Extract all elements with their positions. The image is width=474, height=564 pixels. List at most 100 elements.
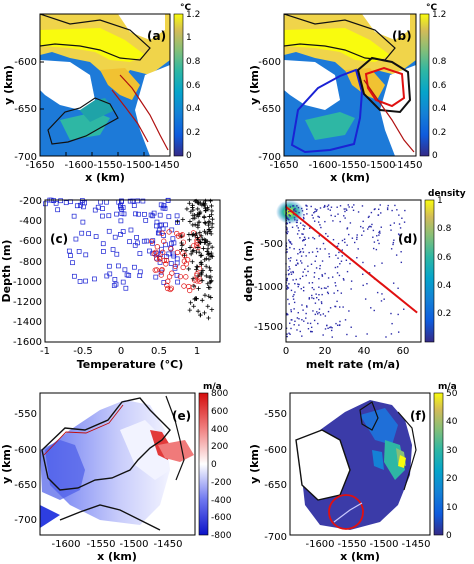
panel-d-point xyxy=(321,260,324,262)
panel-d-point xyxy=(395,254,398,256)
panel-c-point-circle xyxy=(154,244,160,250)
panel-d-point xyxy=(397,313,399,316)
panel-d-point xyxy=(289,260,291,262)
panel-c-point-square xyxy=(150,213,156,219)
panel-d-point xyxy=(383,298,385,300)
panel-c-point-square xyxy=(155,230,161,236)
panel-c-point-square xyxy=(174,272,180,278)
panel-d-point xyxy=(317,221,320,223)
panel-c-point-circle xyxy=(148,238,155,245)
panel-c-point-circle xyxy=(159,230,165,236)
panel-a-colorbar-unit: °C xyxy=(180,3,192,13)
panel-d-point xyxy=(399,227,402,229)
panel-d-point xyxy=(296,205,298,207)
panel-d-point xyxy=(380,300,383,302)
panel-d-point xyxy=(286,288,288,290)
panel-d-point xyxy=(381,293,383,295)
panel-c-point-plus xyxy=(203,206,208,211)
panel-d-point xyxy=(293,248,295,250)
panel-c-point-plus xyxy=(195,245,201,250)
panel-d-point xyxy=(343,238,346,240)
panel-c-point-square xyxy=(77,279,83,284)
panel-d-point xyxy=(312,297,315,300)
panel-d-point xyxy=(290,289,293,292)
panel-f-cbtick: 20 xyxy=(446,474,458,484)
panel-d-point xyxy=(320,302,323,305)
panel-c-point-square xyxy=(86,231,91,237)
panel-c-point-plus xyxy=(199,272,204,278)
panel-c-point-square xyxy=(174,256,180,262)
panel-d-xtick: 0 xyxy=(283,346,289,357)
panel-d-point xyxy=(300,255,303,257)
panel-d-point xyxy=(319,248,322,250)
panel-c-point-square xyxy=(123,285,129,291)
panel-d-point xyxy=(320,301,323,303)
panel-d-point xyxy=(297,263,299,265)
panel-d-point xyxy=(310,326,313,329)
panel-a-xtick: -1550 xyxy=(93,160,122,171)
panel-c-point-square xyxy=(133,211,138,217)
panel-d-point xyxy=(390,248,393,250)
panel-d-point xyxy=(379,204,381,206)
panel-d-point xyxy=(367,228,369,230)
panel-c-point-square xyxy=(136,211,141,217)
panel-c-point-plus xyxy=(186,266,191,272)
panel-e-label: (e) xyxy=(172,409,191,423)
panel-d-point xyxy=(391,209,393,212)
panel-d-point xyxy=(367,226,370,228)
panel-e-axes: -550 -600 -650 -700 -1600 -1550 -1500 -1… xyxy=(0,409,183,563)
panel-c-point-square xyxy=(72,273,77,279)
panel-d-point xyxy=(347,204,349,206)
panel-d-point xyxy=(302,239,305,241)
panel-d-point xyxy=(329,209,331,211)
panel-b: (b) -600 -650 -700 -1650 -1600 -1550 -15… xyxy=(248,3,447,184)
panel-c-point-plus xyxy=(202,310,207,316)
panel-c-point-square xyxy=(157,259,163,265)
panel-f-xtick: -1450 xyxy=(401,539,430,550)
panel-d-point xyxy=(302,251,305,253)
panel-d-label: (d) xyxy=(398,232,418,246)
panel-d-point xyxy=(362,220,364,223)
panel-d-point xyxy=(367,216,370,219)
panel-d-point xyxy=(308,251,310,254)
panel-f-cbtick: 30 xyxy=(446,446,458,456)
panel-b-colorbar: °C 1.2 0.8 0.6 0.4 0.2 0 xyxy=(419,3,447,161)
panel-c-point-plus xyxy=(201,214,207,219)
panel-d-point xyxy=(286,218,289,220)
panel-d-point xyxy=(301,319,303,321)
panel-d-point xyxy=(324,272,326,275)
panel-d-point xyxy=(286,227,288,229)
panel-d-point xyxy=(351,206,353,208)
panel-a-label: (a) xyxy=(147,29,166,43)
panel-c-point-plus xyxy=(196,200,202,206)
panel-d-point xyxy=(377,208,380,211)
panel-f-ytick: -550 xyxy=(264,409,287,420)
panel-d-ytick: -500 xyxy=(260,239,283,250)
panel-e-cbtick: 0 xyxy=(211,460,217,470)
panel-d-point xyxy=(327,327,329,329)
panel-d-point xyxy=(323,287,326,289)
panel-d-point xyxy=(316,209,318,211)
panel-c-point-plus xyxy=(179,243,185,248)
panel-d-point xyxy=(379,232,381,234)
panel-d-point xyxy=(356,238,358,241)
panel-d-point xyxy=(348,206,350,208)
panel-e-cbtick: -200 xyxy=(211,478,232,488)
panel-d-point xyxy=(296,329,298,331)
panel-d-point xyxy=(344,319,347,321)
panel-d-point xyxy=(380,212,382,214)
panel-d-point xyxy=(301,335,303,337)
panel-d-point xyxy=(362,284,364,287)
panel-d-point xyxy=(297,253,299,255)
panel-b-cbtick: 0.2 xyxy=(432,128,446,138)
panel-d-point xyxy=(400,261,403,264)
panel-d-point xyxy=(335,254,337,257)
panel-a-ylabel: y (km) xyxy=(2,65,15,105)
panel-c-point-plus xyxy=(202,220,208,225)
panel-d-point xyxy=(316,313,319,315)
panel-c-point-circle xyxy=(185,257,191,263)
panel-c-point-plus xyxy=(195,214,201,219)
panel-d-point xyxy=(377,239,379,242)
panel-c-ytick: -200 xyxy=(19,196,42,207)
panel-c-point-square xyxy=(148,212,154,218)
